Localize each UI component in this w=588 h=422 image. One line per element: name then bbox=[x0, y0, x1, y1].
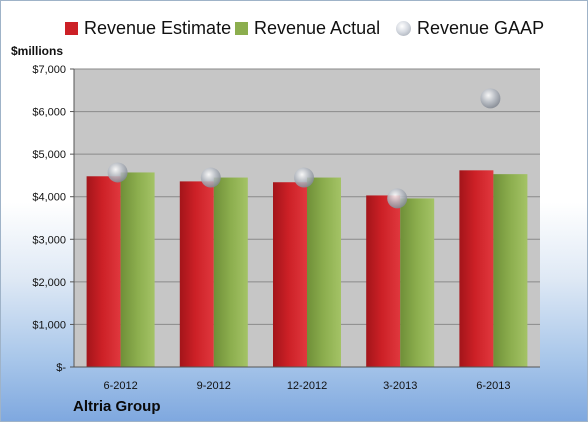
marker-revenue-gaap bbox=[200, 167, 221, 188]
y-tick-label: $6,000 bbox=[32, 107, 66, 119]
legend-swatch-estimate bbox=[65, 21, 78, 35]
y-tick-label: $3,000 bbox=[32, 234, 66, 246]
legend-label-actual: Revenue Actual bbox=[254, 17, 381, 38]
x-tick-label: 12-2012 bbox=[287, 380, 327, 392]
y-tick-label: $1,000 bbox=[32, 319, 66, 331]
legend-item-estimate: Revenue Estimate bbox=[65, 15, 231, 41]
y-tick-label: $4,000 bbox=[32, 192, 66, 204]
y-tick-label: $2,000 bbox=[32, 277, 66, 289]
bar-revenue-actual bbox=[307, 177, 341, 367]
legend-marker-gaap bbox=[396, 20, 411, 36]
bar-revenue-estimate bbox=[459, 170, 494, 367]
bar-revenue-estimate bbox=[86, 176, 121, 367]
marker-revenue-gaap bbox=[294, 167, 314, 188]
legend-swatch-actual bbox=[235, 21, 248, 35]
bar-revenue-actual bbox=[400, 198, 435, 367]
bar-revenue-actual bbox=[213, 177, 248, 367]
y-tick-label: $- bbox=[56, 362, 66, 374]
legend-item-actual: Revenue Actual bbox=[235, 15, 380, 41]
legend-item-gaap: Revenue GAAP bbox=[396, 15, 544, 41]
y-unit-label: $millions bbox=[11, 44, 64, 58]
bar-revenue-estimate bbox=[366, 195, 401, 367]
y-tick-label: $7,000 bbox=[32, 64, 66, 76]
y-tick-label: $5,000 bbox=[32, 149, 66, 161]
marker-revenue-gaap bbox=[107, 162, 128, 183]
x-tick-label: 6-2013 bbox=[476, 380, 510, 392]
bar-revenue-actual bbox=[120, 172, 155, 367]
marker-revenue-gaap bbox=[480, 88, 501, 109]
marker-revenue-gaap bbox=[387, 188, 408, 209]
company-name: Altria Group bbox=[73, 398, 161, 415]
legend: Revenue Estimate Revenue Actual Revenue … bbox=[1, 15, 587, 41]
legend-label-gaap: Revenue GAAP bbox=[417, 17, 545, 38]
bar-revenue-actual bbox=[493, 174, 528, 367]
x-tick-label: 6-2012 bbox=[103, 380, 137, 392]
x-tick-label: 9-2012 bbox=[197, 380, 231, 392]
x-tick-label: 3-2013 bbox=[383, 380, 417, 392]
bar-revenue-estimate bbox=[273, 182, 307, 367]
bar-revenue-estimate bbox=[179, 181, 214, 367]
legend-label-estimate: Revenue Estimate bbox=[84, 17, 232, 38]
